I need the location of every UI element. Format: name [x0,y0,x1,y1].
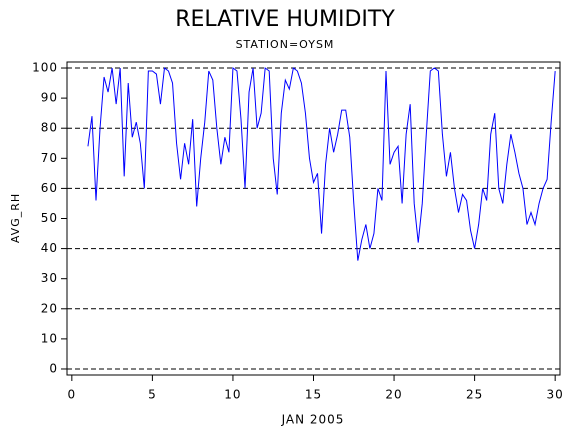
y-axis-label: AVG_RH [9,193,22,243]
y-tick-label: 100 [32,61,58,75]
y-tick-label: 50 [41,211,58,225]
y-tick-label: 10 [41,331,58,345]
x-tick-label: 5 [148,388,157,402]
y-tick-label: 40 [41,241,58,255]
y-tick-label: 0 [49,361,58,375]
x-tick-label: 10 [224,388,241,402]
x-tick-label: 15 [305,388,322,402]
chart-title: RELATIVE HUMIDITY [175,7,395,32]
y-tick-label: 30 [41,271,58,285]
y-tick-label: 60 [41,181,58,195]
y-tick-label: 70 [41,151,58,165]
plot-frame [66,61,561,376]
y-tick-label: 20 [41,301,58,315]
x-tick-label: 30 [547,388,564,402]
y-tick-label: 80 [41,121,58,135]
chart-subtitle: STATION=OYSM [236,38,335,51]
line-series [87,67,556,261]
x-tick-label: 20 [385,388,402,402]
x-axis-label: JAN 2005 [281,413,345,427]
y-tick-label: 90 [41,91,58,105]
x-tick-label: 0 [68,388,77,402]
x-tick-label: 25 [466,388,483,402]
